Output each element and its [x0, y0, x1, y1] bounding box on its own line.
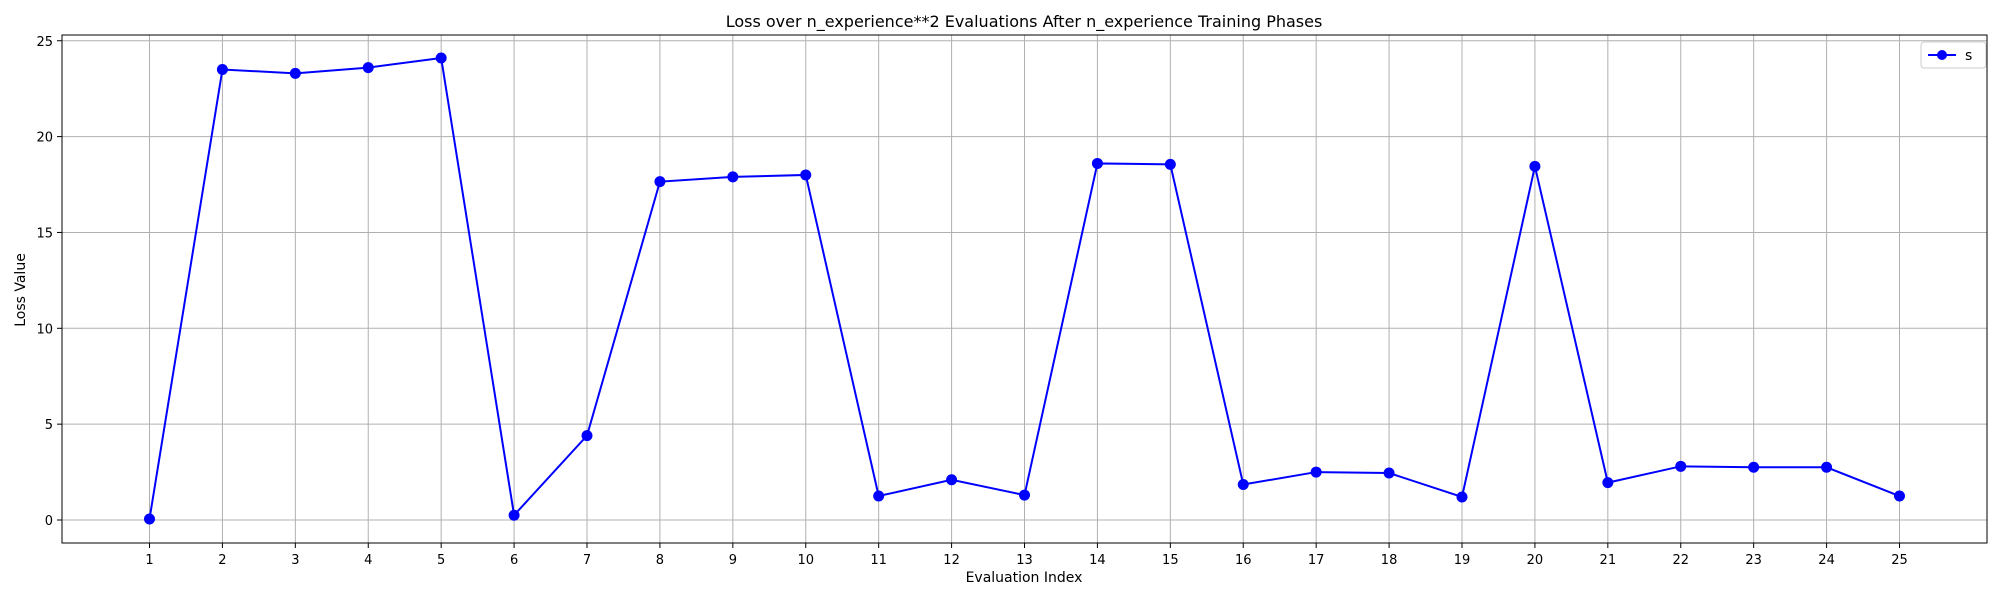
data-point — [1164, 158, 1176, 170]
x-tick-label: 5 — [437, 553, 445, 568]
data-point — [727, 171, 739, 183]
x-tick-label: 12 — [943, 553, 960, 568]
y-axis-label: Loss Value — [13, 253, 29, 327]
x-tick-label: 22 — [1672, 553, 1689, 568]
y-tick-label: 10 — [36, 322, 53, 337]
x-tick-label: 2 — [218, 553, 226, 568]
data-point — [1019, 489, 1030, 501]
x-tick-label: 17 — [1308, 553, 1325, 568]
data-point — [1821, 461, 1833, 473]
data-point — [1383, 467, 1395, 479]
series-layer — [144, 52, 1905, 525]
y-tick-label: 15 — [36, 226, 53, 241]
x-tick-label: 18 — [1381, 553, 1398, 568]
y-tick-label: 20 — [36, 131, 53, 146]
data-point — [1748, 461, 1760, 473]
data-point — [289, 67, 301, 79]
chart-title: Loss over n_experience**2 Evaluations Af… — [726, 12, 1323, 32]
data-point — [873, 490, 885, 502]
x-tick-label: 7 — [583, 553, 591, 568]
data-point — [581, 430, 593, 442]
x-tick-label: 6 — [510, 553, 518, 568]
x-tick-label: 9 — [729, 553, 737, 568]
data-point — [1602, 477, 1614, 489]
data-point — [1675, 460, 1687, 472]
x-tick-label: 13 — [1016, 553, 1033, 568]
data-point — [508, 509, 520, 521]
data-point — [1091, 157, 1103, 169]
legend-label: s — [1965, 48, 1972, 64]
x-tick-label: 1 — [145, 553, 153, 568]
x-tick-label: 11 — [870, 553, 887, 568]
x-tick-label: 24 — [1818, 553, 1835, 568]
x-tick-label: 20 — [1527, 553, 1544, 568]
x-tick-label: 14 — [1089, 553, 1106, 568]
y-tick-label: 5 — [45, 418, 53, 433]
legend-marker — [1937, 50, 1947, 60]
plot-frame — [61, 34, 1988, 544]
x-tick-label: 19 — [1454, 553, 1471, 568]
x-tick-label: 3 — [291, 553, 299, 568]
data-point — [362, 62, 374, 74]
data-point — [144, 513, 155, 525]
x-tick-label: 23 — [1745, 553, 1762, 568]
grid — [62, 35, 1987, 543]
axes: 1 2 3 4 5 6 7 8 9 10 11 12 13 14 15 16 17 18 19 20 21 22 23 24 2… — [36, 34, 1988, 568]
x-tick-label: 16 — [1235, 553, 1252, 568]
data-point — [1894, 490, 1905, 502]
data-point — [1456, 491, 1468, 503]
data-point — [946, 474, 958, 486]
x-tick-label: 15 — [1162, 553, 1179, 568]
x-axis-label: Evaluation Index — [966, 570, 1083, 586]
legend: s — [1920, 41, 1987, 69]
x-tick-label: 10 — [797, 553, 814, 568]
data-point — [435, 52, 447, 64]
data-point — [1529, 160, 1541, 172]
y-tick-label: 0 — [45, 514, 53, 529]
data-point — [654, 176, 666, 188]
x-tick-label: 8 — [656, 553, 664, 568]
x-tick-label: 25 — [1891, 553, 1908, 568]
data-point — [216, 64, 228, 76]
data-point — [800, 169, 812, 181]
data-point — [1310, 466, 1322, 478]
x-tick-label: 21 — [1600, 553, 1617, 568]
x-tick-label: 4 — [364, 553, 372, 568]
y-tick-label: 25 — [36, 35, 53, 50]
data-point — [1237, 479, 1249, 491]
